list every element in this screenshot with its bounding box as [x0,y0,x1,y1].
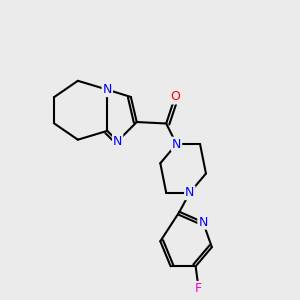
Text: F: F [195,282,202,295]
Text: N: N [113,135,122,148]
Text: N: N [185,186,194,199]
Text: O: O [170,91,180,103]
Text: N: N [198,216,208,229]
Text: N: N [103,83,112,96]
Text: N: N [172,138,181,151]
